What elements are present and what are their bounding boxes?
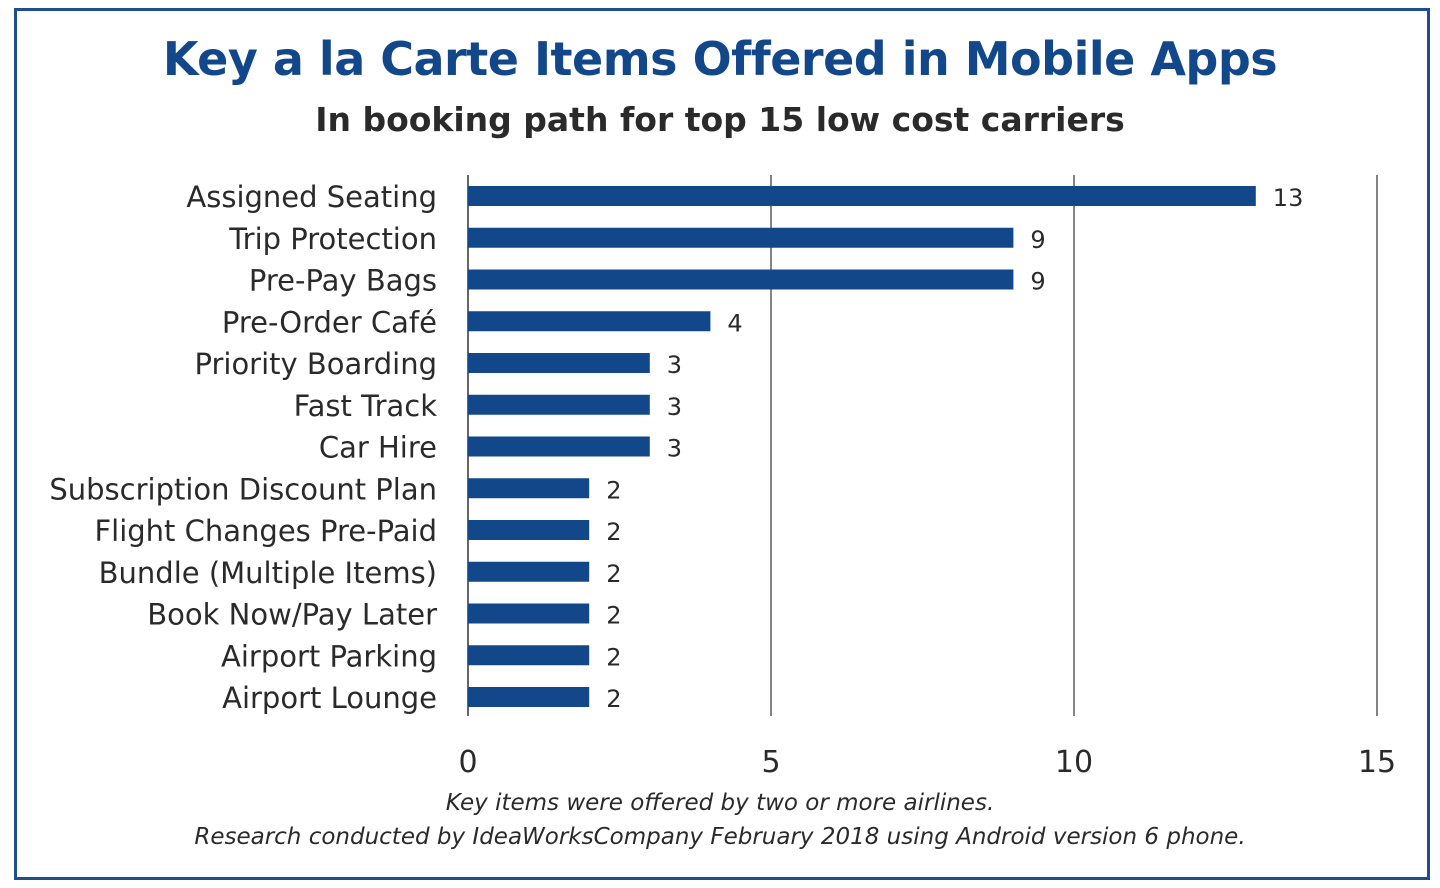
category-label: Assigned Seating: [186, 180, 437, 214]
bar-2: [468, 227, 1014, 248]
data-label: 2: [606, 560, 621, 588]
category-label: Subscription Discount Plan: [49, 472, 437, 506]
data-label: 2: [606, 643, 621, 671]
category-label: Pre-Pay Bags: [249, 264, 437, 298]
bar-3: [468, 269, 1014, 290]
x-tick-label: 0: [458, 745, 477, 780]
bar-7: [468, 436, 650, 457]
category-label: Flight Changes Pre-Paid: [94, 514, 437, 548]
data-label: 4: [727, 309, 742, 337]
chart-subtitle: In booking path for top 15 low cost carr…: [315, 100, 1125, 139]
bar-5: [468, 353, 650, 373]
bar-10: [468, 561, 590, 582]
category-label: Airport Lounge: [222, 681, 437, 715]
x-tick-label: 10: [1055, 745, 1093, 780]
data-label: 9: [1030, 268, 1045, 296]
bar-1: [468, 186, 1256, 206]
bar-4: [468, 311, 711, 332]
category-label: Book Now/Pay Later: [147, 598, 437, 632]
data-label: 2: [606, 685, 621, 713]
category-label: Pre-Order Café: [222, 305, 437, 339]
x-tick-label: 5: [761, 745, 780, 780]
data-label: 3: [667, 351, 682, 379]
data-label: 2: [606, 518, 621, 546]
x-tick-label: 15: [1358, 745, 1396, 780]
footnote-source: Research conducted by IdeaWorksCompany F…: [194, 824, 1246, 850]
category-label: Trip Protection: [228, 222, 437, 256]
data-label: 13: [1273, 184, 1304, 212]
bar-12: [468, 645, 590, 666]
data-label: 3: [667, 435, 682, 463]
category-label: Priority Boarding: [194, 347, 437, 381]
bar-11: [468, 603, 590, 624]
data-label: 3: [667, 393, 682, 421]
chart-frame: [14, 8, 1430, 880]
category-label: Airport Parking: [221, 639, 437, 673]
chart-title: Key a la Carte Items Offered in Mobile A…: [162, 32, 1278, 86]
data-label: 2: [606, 476, 621, 504]
data-label: 9: [1030, 226, 1045, 254]
bar-6: [468, 394, 650, 415]
category-label: Car Hire: [319, 431, 437, 465]
bar-13: [468, 687, 590, 707]
category-label: Bundle (Multiple Items): [99, 556, 437, 590]
category-label: Fast Track: [294, 389, 438, 423]
bar-9: [468, 520, 590, 540]
bar-8: [468, 478, 590, 499]
footnote-criteria: Key items were offered by two or more ai…: [445, 790, 995, 816]
data-label: 2: [606, 602, 621, 630]
